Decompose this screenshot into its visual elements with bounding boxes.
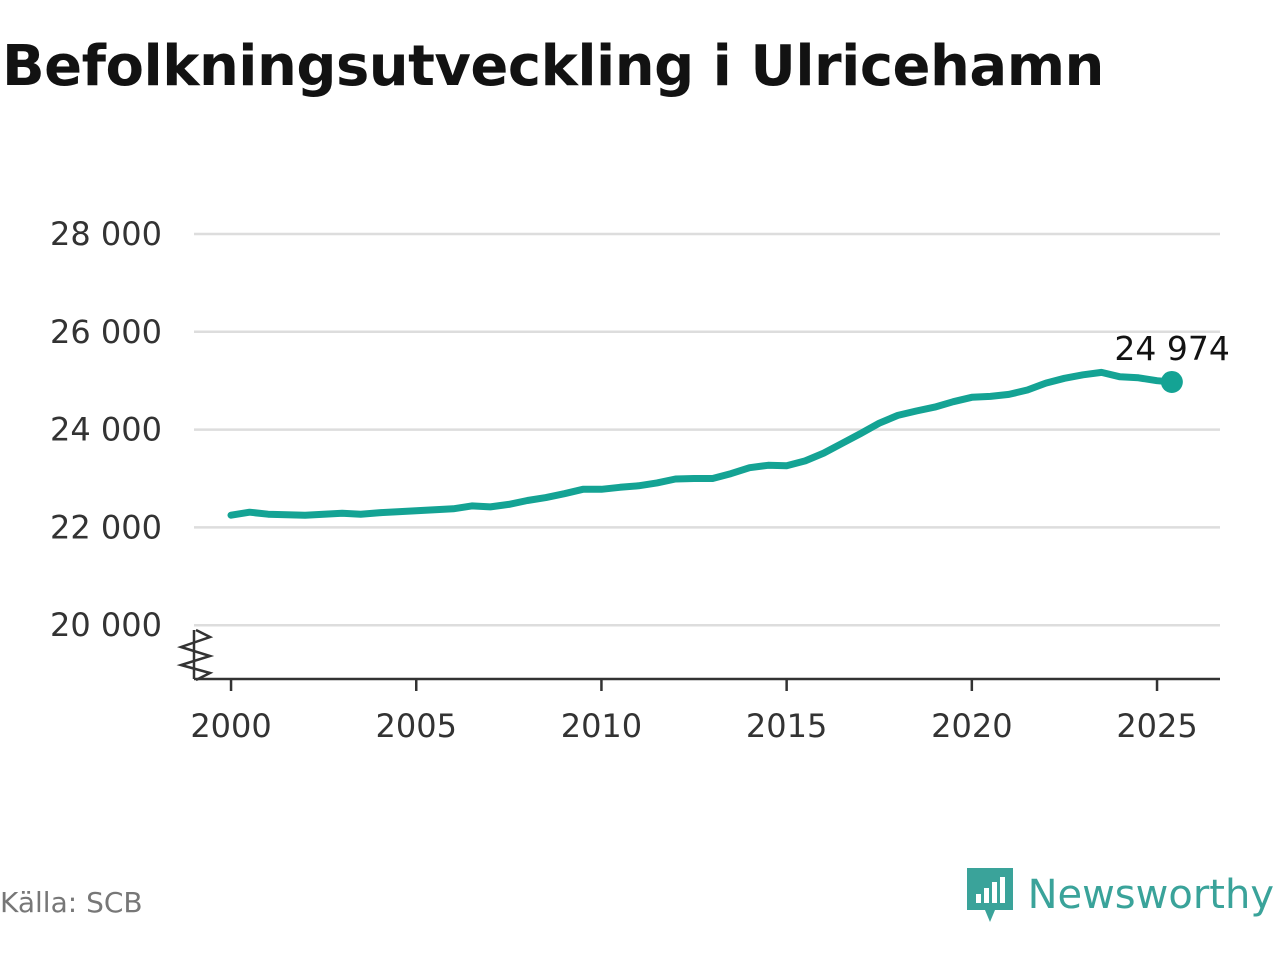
source-note: Källa: SCB	[0, 886, 143, 919]
x-tick-labels: 2000 2005 2010 2015 2020 2025	[190, 707, 1197, 745]
brand-logo[interactable]: Newsworthy	[964, 864, 1274, 926]
y-tick-label: 28 000	[50, 215, 162, 253]
axis-break-icon	[176, 628, 215, 682]
chart-title: Befolkningsutveckling i Ulricehamn	[2, 34, 1104, 99]
y-tick-labels: 20 000 22 000 24 000 26 000 28 000	[50, 215, 162, 644]
newsworthy-logo-icon	[966, 868, 1013, 922]
x-axis	[192, 630, 1220, 691]
x-tick-label: 2025	[1116, 707, 1197, 745]
x-tick-label: 2005	[376, 707, 457, 745]
data-series: 24 974	[227, 329, 1230, 519]
y-tick-label: 26 000	[50, 313, 162, 351]
end-value-label: 24 974	[1114, 329, 1229, 368]
x-tick-label: 2010	[561, 707, 642, 745]
end-point-marker	[1160, 370, 1183, 393]
y-tick-label: 22 000	[50, 508, 162, 546]
x-tick-label: 2015	[746, 707, 827, 745]
y-tick-label: 24 000	[50, 411, 162, 449]
y-tick-label: 20 000	[50, 606, 162, 644]
x-tick-label: 2000	[190, 707, 271, 745]
gridlines	[194, 232, 1220, 627]
x-tick-label: 2020	[931, 707, 1012, 745]
population-line	[227, 368, 1176, 519]
brand-name: Newsworthy	[1027, 872, 1274, 918]
